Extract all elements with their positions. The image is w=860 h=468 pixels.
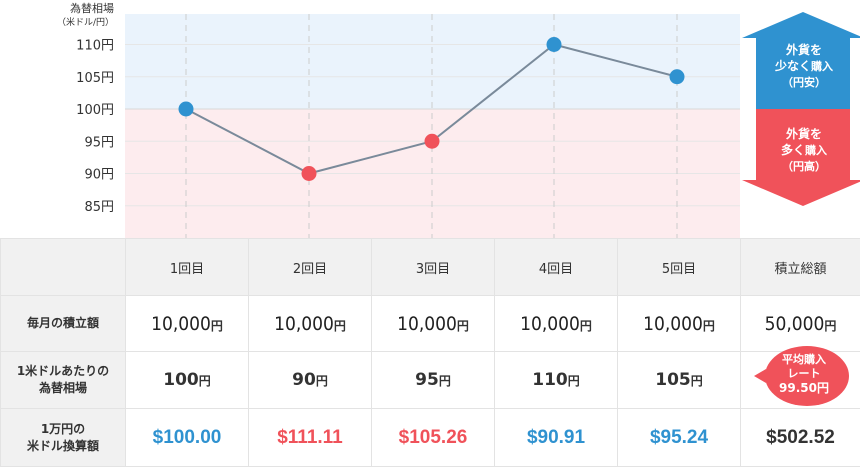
usd-cell: $90.91 (494, 408, 618, 467)
monthly-cell: 10,000円 (371, 295, 495, 352)
row-label-rate: 1米ドルあたりの 為替相場 (0, 351, 126, 409)
rate-point (424, 133, 440, 149)
y-tick-label: 95円 (84, 135, 114, 150)
table-row-monthly: 毎月の積立額 10,000円 10,000円 10,000円 10,000円 1… (0, 295, 860, 352)
monthly-total-cell: 50,000円 (740, 295, 860, 352)
rate-point (301, 166, 317, 181)
header-cell: 5回目 (617, 238, 741, 296)
table-header-row: 1回目 2回目 3回目 4回目 5回目 積立総額 (0, 238, 860, 296)
rate-point (178, 101, 194, 117)
up-arrow (742, 12, 860, 109)
y-tick-label: 100円 (76, 103, 114, 118)
header-cell: 2回目 (248, 238, 372, 296)
header-cell: 1回目 (125, 238, 249, 296)
y-tick-labels: 110円 105円 100円 95円 90円 85円 (76, 39, 114, 215)
row-label-usd: 1万円の 米ドル換算額 (0, 408, 126, 467)
y-axis-subtitle: （米ドル/円） (57, 16, 114, 28)
rate-cell: 90円 (248, 351, 372, 409)
header-cell: 4回目 (494, 238, 618, 296)
exchange-rate-chart: 為替相場 （米ドル/円） 110円 105円 100円 95円 90円 85円 (57, 1, 860, 238)
direction-arrows (742, 12, 860, 206)
y-tick-label: 110円 (76, 39, 114, 54)
rate-cell: 100円 (125, 351, 249, 409)
rate-point (546, 37, 562, 52)
header-cell: 3回目 (371, 238, 495, 296)
average-rate-bubble (754, 346, 849, 406)
row-label-monthly: 毎月の積立額 (0, 295, 126, 352)
usd-cell: $105.26 (371, 408, 495, 467)
rate-cell: 110円 (494, 351, 618, 409)
y-tick-label: 85円 (84, 200, 114, 215)
monthly-cell: 10,000円 (617, 295, 741, 352)
usd-cell: $111.11 (248, 408, 372, 467)
rate-cell: 95円 (371, 351, 495, 409)
header-corner (0, 238, 126, 296)
y-axis-title: 為替相場 (70, 1, 114, 15)
monthly-cell: 10,000円 (494, 295, 618, 352)
savings-table: 1回目 2回目 3回目 4回目 5回目 積立総額 毎月の積立額 10,000円 … (0, 238, 860, 467)
down-arrow (742, 109, 860, 206)
monthly-cell: 10,000円 (125, 295, 249, 352)
up-arrow-label: 外貨を 少なく購入 （円安） (774, 43, 833, 89)
average-rate-label: 平均購入 レート 99.50円 (779, 353, 829, 395)
header-cell-total: 積立総額 (740, 238, 860, 296)
table-row-rate: 1米ドルあたりの 為替相場 100円 90円 95円 110円 105円 (0, 351, 860, 409)
usd-cell: $100.00 (125, 408, 249, 467)
rate-points (178, 37, 685, 181)
y-tick-label: 105円 (76, 71, 114, 86)
table-row-usd: 1万円の 米ドル換算額 $100.00 $111.11 $105.26 $90.9… (0, 408, 860, 467)
y-tick-label: 90円 (84, 168, 114, 183)
usd-total-cell: $502.52 (740, 408, 860, 467)
monthly-cell: 10,000円 (248, 295, 372, 352)
down-arrow-label: 外貨を 多く購入 （円高） (780, 127, 827, 173)
usd-cell: $95.24 (617, 408, 741, 467)
rate-cell: 105円 (617, 351, 741, 409)
rate-point (669, 69, 685, 85)
